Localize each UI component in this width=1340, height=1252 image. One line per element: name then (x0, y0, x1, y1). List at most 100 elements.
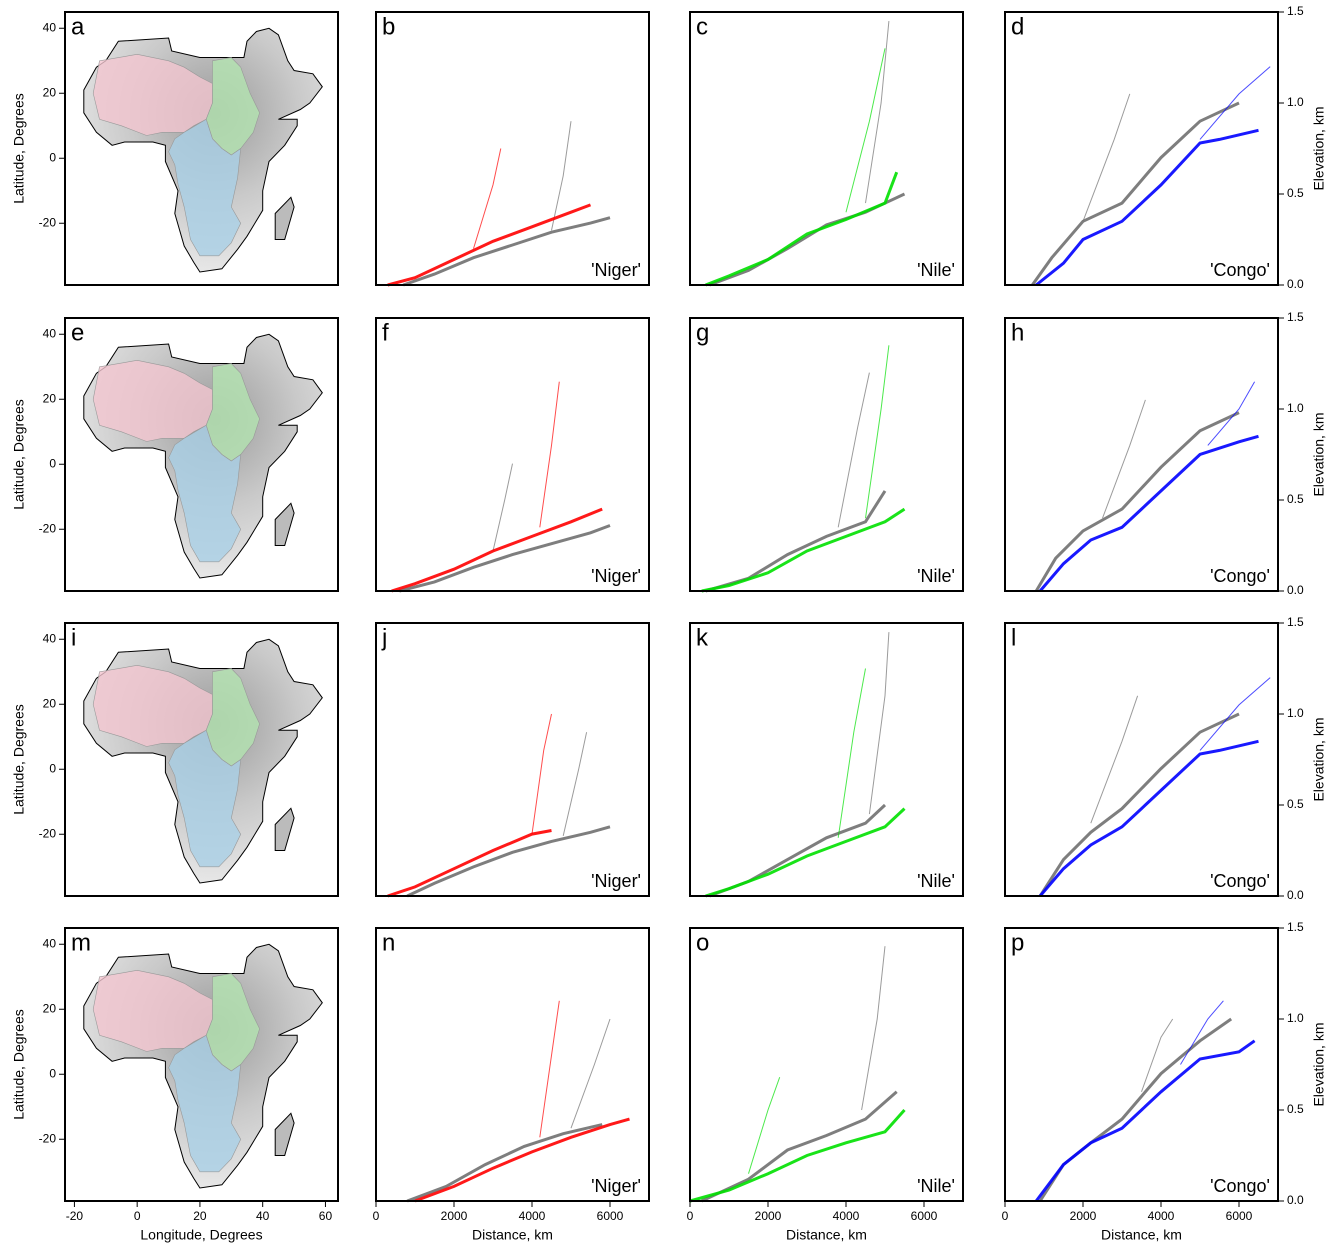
river-profile (391, 507, 603, 593)
x-tick-label: 2000 (441, 1209, 468, 1223)
river-profile (748, 1077, 781, 1174)
y-tick-label: -20 (39, 521, 57, 535)
panel-frame (375, 11, 650, 286)
island (274, 196, 295, 240)
x-tick-label: 2000 (755, 1209, 782, 1223)
y-tick-label: 0.5 (1287, 186, 1304, 200)
panel-frame (689, 622, 964, 897)
panel-background (690, 928, 963, 1201)
river-label: 'Niger' (591, 1176, 641, 1196)
x-tick-label: 20 (193, 1209, 207, 1223)
x-tick-label: 6000 (1226, 1209, 1253, 1223)
panel-frame (375, 622, 650, 897)
y-axis-label: Elevation, km (1311, 717, 1327, 801)
river-profile (689, 1108, 906, 1203)
panel-frame (689, 927, 964, 1202)
panel-letter: m (71, 929, 91, 956)
y-tick-label: 0 (49, 150, 56, 164)
panel-letter: g (696, 319, 709, 346)
y-tick-label: 1.0 (1287, 95, 1304, 109)
panel-frame (64, 622, 339, 897)
panel-frame (1004, 11, 1279, 286)
river-profile (1035, 128, 1259, 287)
x-tick-label: 4000 (1148, 1209, 1175, 1223)
river-label: 'Nile' (917, 871, 955, 891)
x-tick-label: 6000 (911, 1209, 938, 1223)
y-tick-label: 0 (49, 456, 56, 470)
panel-letter: f (382, 319, 389, 346)
panel-letter: n (382, 929, 395, 956)
y-tick-label: 0.5 (1287, 492, 1304, 506)
river-profile (1038, 739, 1259, 897)
y-axis-label: Latitude, Degrees (11, 399, 27, 510)
y-tick-label: 40 (43, 631, 57, 645)
river-label: 'Nile' (917, 1176, 955, 1196)
x-tick-label: 2000 (1070, 1209, 1097, 1223)
panel-letter: b (382, 13, 395, 40)
river-profile (1035, 1039, 1256, 1202)
river-profile (539, 381, 560, 528)
panel-background (1005, 12, 1278, 285)
basin (168, 729, 242, 868)
panel-letter: h (1011, 319, 1024, 346)
panel-background (690, 318, 963, 591)
river-profile (387, 829, 552, 898)
river-profile (402, 216, 611, 287)
river-profile (705, 171, 899, 287)
x-tick-label: 0 (687, 1209, 694, 1223)
panel-frame (375, 927, 650, 1202)
y-tick-label: 0 (49, 1066, 56, 1080)
panel-frame (64, 11, 339, 286)
y-tick-label: 0.0 (1287, 1193, 1304, 1207)
river-profile (861, 946, 886, 1111)
river-label: 'Nile' (917, 260, 955, 280)
y-axis-label: Latitude, Degrees (11, 704, 27, 815)
river-profile (399, 524, 611, 593)
panel-letter: l (1011, 624, 1016, 651)
river-label: 'Niger' (591, 260, 641, 280)
river-profile (837, 668, 866, 838)
river-profile (414, 1117, 630, 1203)
river-profile (539, 1000, 560, 1138)
y-tick-label: 20 (43, 85, 57, 99)
y-tick-label: 0 (49, 761, 56, 775)
panel-frame (1004, 927, 1279, 1202)
y-tick-label: 20 (43, 391, 57, 405)
panel-frame (1004, 622, 1279, 897)
river-profile (562, 732, 588, 837)
river-profile (1082, 93, 1131, 222)
panel-letter: k (696, 624, 709, 651)
panel-letter: p (1011, 929, 1024, 956)
river-label: 'Niger' (591, 871, 641, 891)
panel-background (1005, 928, 1278, 1201)
x-tick-label: 4000 (833, 1209, 860, 1223)
river-profile (387, 203, 592, 287)
river-label: 'Congo' (1210, 566, 1270, 586)
panel-background (376, 12, 649, 285)
y-tick-label: 1.0 (1287, 401, 1304, 415)
river-profile (570, 1018, 611, 1129)
river-profile (1038, 712, 1240, 897)
river-profile (531, 713, 552, 835)
river-profile (1031, 101, 1240, 286)
panel-frame (689, 317, 964, 592)
x-tick-label: -20 (66, 1209, 84, 1223)
x-tick-label: 0 (373, 1209, 380, 1223)
river-profile (1199, 66, 1271, 140)
basin (92, 53, 213, 136)
y-tick-label: -20 (39, 1131, 57, 1145)
y-tick-label: 20 (43, 696, 57, 710)
panel-letter: d (1011, 13, 1024, 40)
x-tick-label: 4000 (519, 1209, 546, 1223)
basin (92, 359, 213, 442)
y-tick-label: 40 (43, 326, 57, 340)
basin (92, 969, 213, 1052)
y-tick-label: 20 (43, 1001, 57, 1015)
basin (168, 1034, 242, 1173)
panel-letter: j (381, 624, 387, 651)
x-tick-label: 0 (1002, 1209, 1009, 1223)
river-profile (701, 1090, 898, 1203)
y-tick-label: 0.5 (1287, 797, 1304, 811)
river-label: 'Nile' (917, 566, 955, 586)
x-axis-label: Distance, km (786, 1227, 867, 1243)
